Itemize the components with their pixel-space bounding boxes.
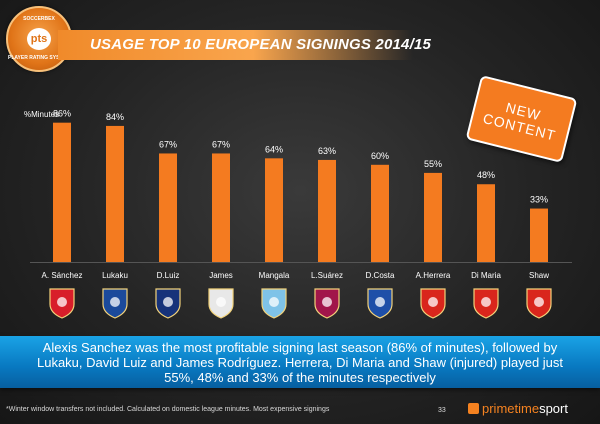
- bar-value-label: 48%: [477, 170, 495, 180]
- bar-value-label: 60%: [371, 151, 389, 161]
- category-label: Mangala: [259, 271, 290, 280]
- y-axis-label: %Minutes: [24, 110, 59, 119]
- category-label: James: [209, 271, 233, 280]
- page-number: 33: [438, 407, 446, 414]
- crest-emblem-mark: [269, 297, 279, 307]
- title-bar: [58, 30, 413, 60]
- bar-8: [477, 184, 495, 262]
- callout-text: Alexis Sanchez was the most profitable s…: [36, 340, 564, 385]
- crest-emblem-mark: [481, 297, 491, 307]
- brand-icon: [468, 403, 479, 414]
- bar-value-label: 55%: [424, 159, 442, 169]
- brand-secondary: sport: [539, 401, 568, 416]
- bar-value-label: 64%: [265, 144, 283, 154]
- category-label: A.Herrera: [416, 271, 451, 280]
- logo-center-text: pts: [27, 28, 51, 50]
- crest-emblem-mark: [163, 297, 173, 307]
- crest-emblem-mark: [375, 297, 385, 307]
- crest-emblem-mark: [322, 297, 332, 307]
- badge-label: NEW CONTENT: [481, 99, 558, 144]
- bar-7: [424, 172, 442, 262]
- bar-1: [106, 125, 124, 262]
- logo-top-text: SOCCERBEX: [23, 16, 55, 22]
- bar-value-label: 84%: [106, 112, 124, 122]
- crest-emblem-mark: [110, 297, 120, 307]
- bar-value-label: 63%: [318, 146, 336, 156]
- bar-value-label: 67%: [159, 139, 177, 149]
- crest-emblem-mark: [534, 297, 544, 307]
- category-label: A. Sánchez: [42, 271, 83, 280]
- primetime-sport-logo: primetimesport: [468, 401, 568, 416]
- category-label: Shaw: [529, 271, 549, 280]
- bar-value-label: 67%: [212, 139, 230, 149]
- brand-primary: primetime: [482, 401, 540, 416]
- category-label: D.Luiz: [157, 271, 180, 280]
- category-label: Di Maria: [471, 271, 501, 280]
- bar-value-label: 86%: [53, 109, 71, 119]
- footnote: *Winter window transfers not included. C…: [6, 406, 330, 413]
- category-label: D.Costa: [366, 271, 395, 280]
- bar-5: [318, 159, 336, 262]
- page-title: USAGE TOP 10 EUROPEAN SIGNINGS 2014/15: [90, 36, 432, 53]
- crest-emblem-mark: [216, 297, 226, 307]
- crest-emblem-mark: [428, 297, 438, 307]
- bar-0: [53, 122, 71, 263]
- category-label: Lukaku: [102, 271, 128, 280]
- logo-bottom-text: PLAYER RATING SYSTEM: [8, 55, 70, 61]
- crest-emblem-mark: [57, 297, 67, 307]
- bar-4: [265, 158, 283, 262]
- bar-2: [159, 153, 177, 262]
- bar-3: [212, 153, 230, 262]
- callout-banner: [0, 336, 600, 388]
- bar-value-label: 33%: [530, 195, 548, 205]
- bar-6: [371, 164, 389, 262]
- category-label: L.Suárez: [311, 271, 343, 280]
- bar-9: [530, 208, 548, 262]
